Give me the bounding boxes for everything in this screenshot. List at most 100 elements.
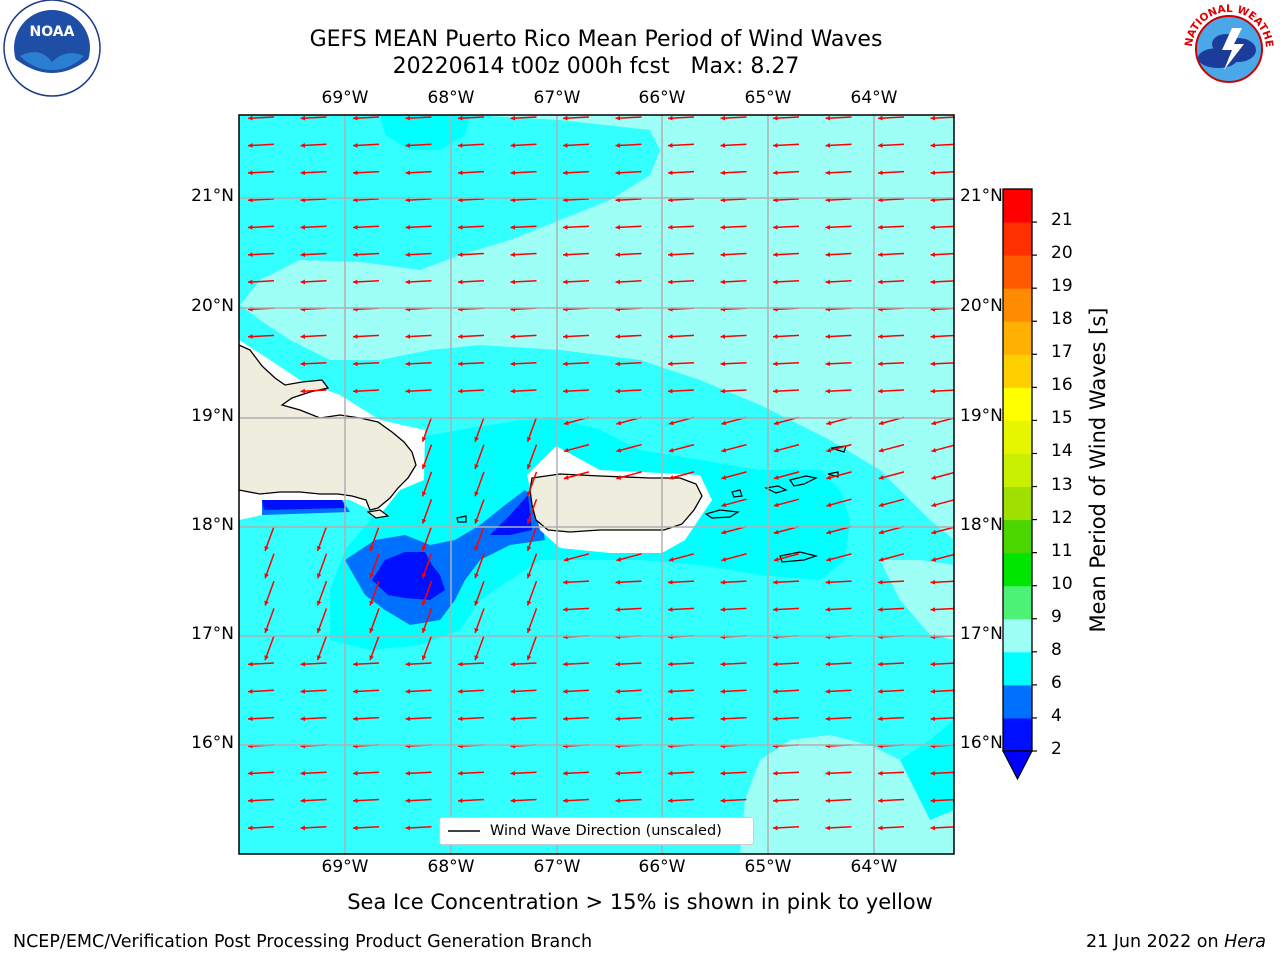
wind-wave-arrow-head bbox=[353, 279, 358, 285]
wind-wave-arrow-head bbox=[825, 143, 831, 148]
colorbar bbox=[1002, 188, 1037, 781]
wind-wave-arrow-head bbox=[458, 661, 463, 667]
wind-wave-arrow-head bbox=[721, 502, 727, 508]
legend-line-icon bbox=[448, 830, 480, 832]
land-virgin-islands-1 bbox=[764, 485, 788, 494]
wind-wave-arrow-head bbox=[826, 502, 832, 508]
wind-wave-arrow-head bbox=[668, 770, 673, 776]
colorbar-tick-label: 17 bbox=[1051, 342, 1073, 363]
colorbar-tick-label: 16 bbox=[1051, 375, 1073, 396]
wind-wave-arrow-head bbox=[526, 573, 532, 579]
wind-wave-arrow-head bbox=[773, 224, 778, 230]
wind-wave-arrow-head bbox=[773, 661, 778, 667]
colorbar-bin bbox=[1003, 222, 1032, 256]
wind-wave-arrow-head bbox=[510, 334, 516, 339]
wind-wave-arrow-head bbox=[510, 388, 516, 394]
wind-wave-arrow-head bbox=[264, 545, 269, 551]
wind-wave-arrow-head bbox=[773, 197, 778, 203]
wind-wave-arrow-head bbox=[825, 798, 831, 804]
wind-wave-arrow-head bbox=[421, 627, 427, 633]
wind-wave-arrow-head bbox=[510, 716, 516, 722]
wind-wave-arrow-head bbox=[931, 475, 937, 480]
wind-wave-arrow-head bbox=[615, 716, 621, 722]
wind-wave-arrow-head bbox=[930, 115, 936, 121]
wind-wave-arrow-head bbox=[474, 600, 479, 606]
colorbar-tick-label: 11 bbox=[1051, 540, 1073, 561]
colorbar-bin bbox=[1003, 387, 1032, 421]
map-area bbox=[239, 115, 954, 854]
wind-wave-arrow-head bbox=[248, 716, 253, 722]
wind-wave-arrow-head bbox=[300, 825, 306, 831]
wind-wave-arrow-head bbox=[773, 252, 778, 258]
wind-wave-arrow-head bbox=[878, 607, 883, 612]
wind-wave-arrow-head bbox=[248, 252, 253, 258]
wind-wave-arrow-head bbox=[616, 420, 622, 426]
colorbar-bin bbox=[1003, 453, 1032, 488]
wind-wave-arrow-head bbox=[668, 388, 673, 394]
wind-wave-arrow-head bbox=[930, 825, 936, 831]
wind-wave-arrow-head bbox=[563, 224, 568, 230]
wind-wave-arrow-head bbox=[668, 798, 673, 804]
wind-wave-arrow-head bbox=[405, 689, 411, 694]
wind-wave-arrow-head bbox=[773, 825, 778, 831]
period-field-2-4 bbox=[372, 552, 445, 600]
wind-wave-arrow-head bbox=[930, 143, 936, 148]
wind-wave-arrow-head bbox=[930, 798, 936, 804]
wind-wave-arrow-head bbox=[405, 224, 411, 230]
wind-wave-arrow-head bbox=[930, 716, 936, 722]
wind-wave-arrow-head bbox=[931, 502, 937, 508]
wind-wave-arrow-head bbox=[930, 388, 936, 394]
wind-wave-arrow-head bbox=[615, 143, 621, 148]
wind-wave-arrow-head bbox=[510, 770, 516, 776]
wind-wave-arrow-head bbox=[316, 545, 322, 551]
colorbar-bin bbox=[1003, 618, 1032, 653]
wind-wave-arrow-head bbox=[353, 661, 358, 667]
wind-wave-arrow-head bbox=[526, 600, 532, 606]
wind-wave-arrow-head bbox=[421, 464, 427, 470]
wind-wave-arrow-head bbox=[510, 689, 516, 694]
wind-wave-arrow-head bbox=[930, 689, 936, 694]
wind-wave-arrow-head bbox=[458, 388, 463, 394]
colorbar-bin bbox=[1003, 651, 1032, 686]
chart-title: GEFS MEAN Puerto Rico Mean Period of Win… bbox=[309, 27, 883, 52]
wind-wave-arrow-head bbox=[930, 252, 936, 258]
wind-wave-arrow-head bbox=[248, 115, 253, 121]
noaa-logo-text: NOAA bbox=[30, 24, 75, 40]
wind-wave-arrow-head bbox=[563, 475, 569, 480]
wind-wave-arrow-head bbox=[931, 420, 937, 426]
wind-wave-arrow-head bbox=[510, 661, 516, 667]
wind-wave-arrow-head bbox=[825, 579, 831, 585]
colorbar-tick-label: 4 bbox=[1051, 705, 1062, 726]
wind-wave-arrow-head bbox=[405, 388, 411, 394]
wind-wave-arrow-head bbox=[405, 279, 411, 285]
lat-label-left: 20°N bbox=[191, 296, 234, 316]
wind-wave-arrow-head bbox=[421, 518, 427, 524]
wind-wave-arrow-head bbox=[615, 252, 621, 258]
period-field-light-south bbox=[740, 735, 954, 854]
wind-wave-arrow-head bbox=[773, 502, 779, 508]
wind-wave-arrow-head bbox=[369, 627, 374, 633]
wind-wave-arrow-head bbox=[563, 143, 568, 148]
footer-date: 21 Jun 2022 on bbox=[1085, 932, 1225, 952]
wind-wave-arrow-head bbox=[421, 545, 427, 551]
wind-wave-arrow-head bbox=[720, 197, 726, 203]
period-field-light-east bbox=[880, 560, 954, 640]
wind-wave-arrow-head bbox=[421, 600, 427, 606]
wind-wave-arrow-head bbox=[405, 115, 411, 121]
wind-wave-arrow-head bbox=[563, 798, 568, 804]
wind-wave-arrow-head bbox=[353, 197, 358, 203]
wind-wave-arrow-head bbox=[668, 224, 673, 230]
wind-wave-arrow-head bbox=[615, 197, 621, 203]
colorbar-tick-label: 9 bbox=[1051, 606, 1062, 627]
wind-wave-arrow-head bbox=[616, 447, 622, 453]
wind-wave-arrow-head bbox=[300, 279, 306, 285]
wind-wave-arrow-head bbox=[720, 361, 726, 367]
wind-wave-arrow-head bbox=[825, 361, 831, 367]
period-field-2-4-strait bbox=[490, 495, 532, 535]
wind-wave-arrow-head bbox=[405, 825, 411, 831]
wind-wave-arrow-head bbox=[878, 334, 883, 339]
wind-wave-arrow-head bbox=[316, 600, 322, 606]
wind-wave-arrow-head bbox=[720, 115, 726, 121]
wind-wave-arrow-head bbox=[563, 770, 568, 776]
lon-label-bottom: 65°W bbox=[744, 857, 792, 877]
